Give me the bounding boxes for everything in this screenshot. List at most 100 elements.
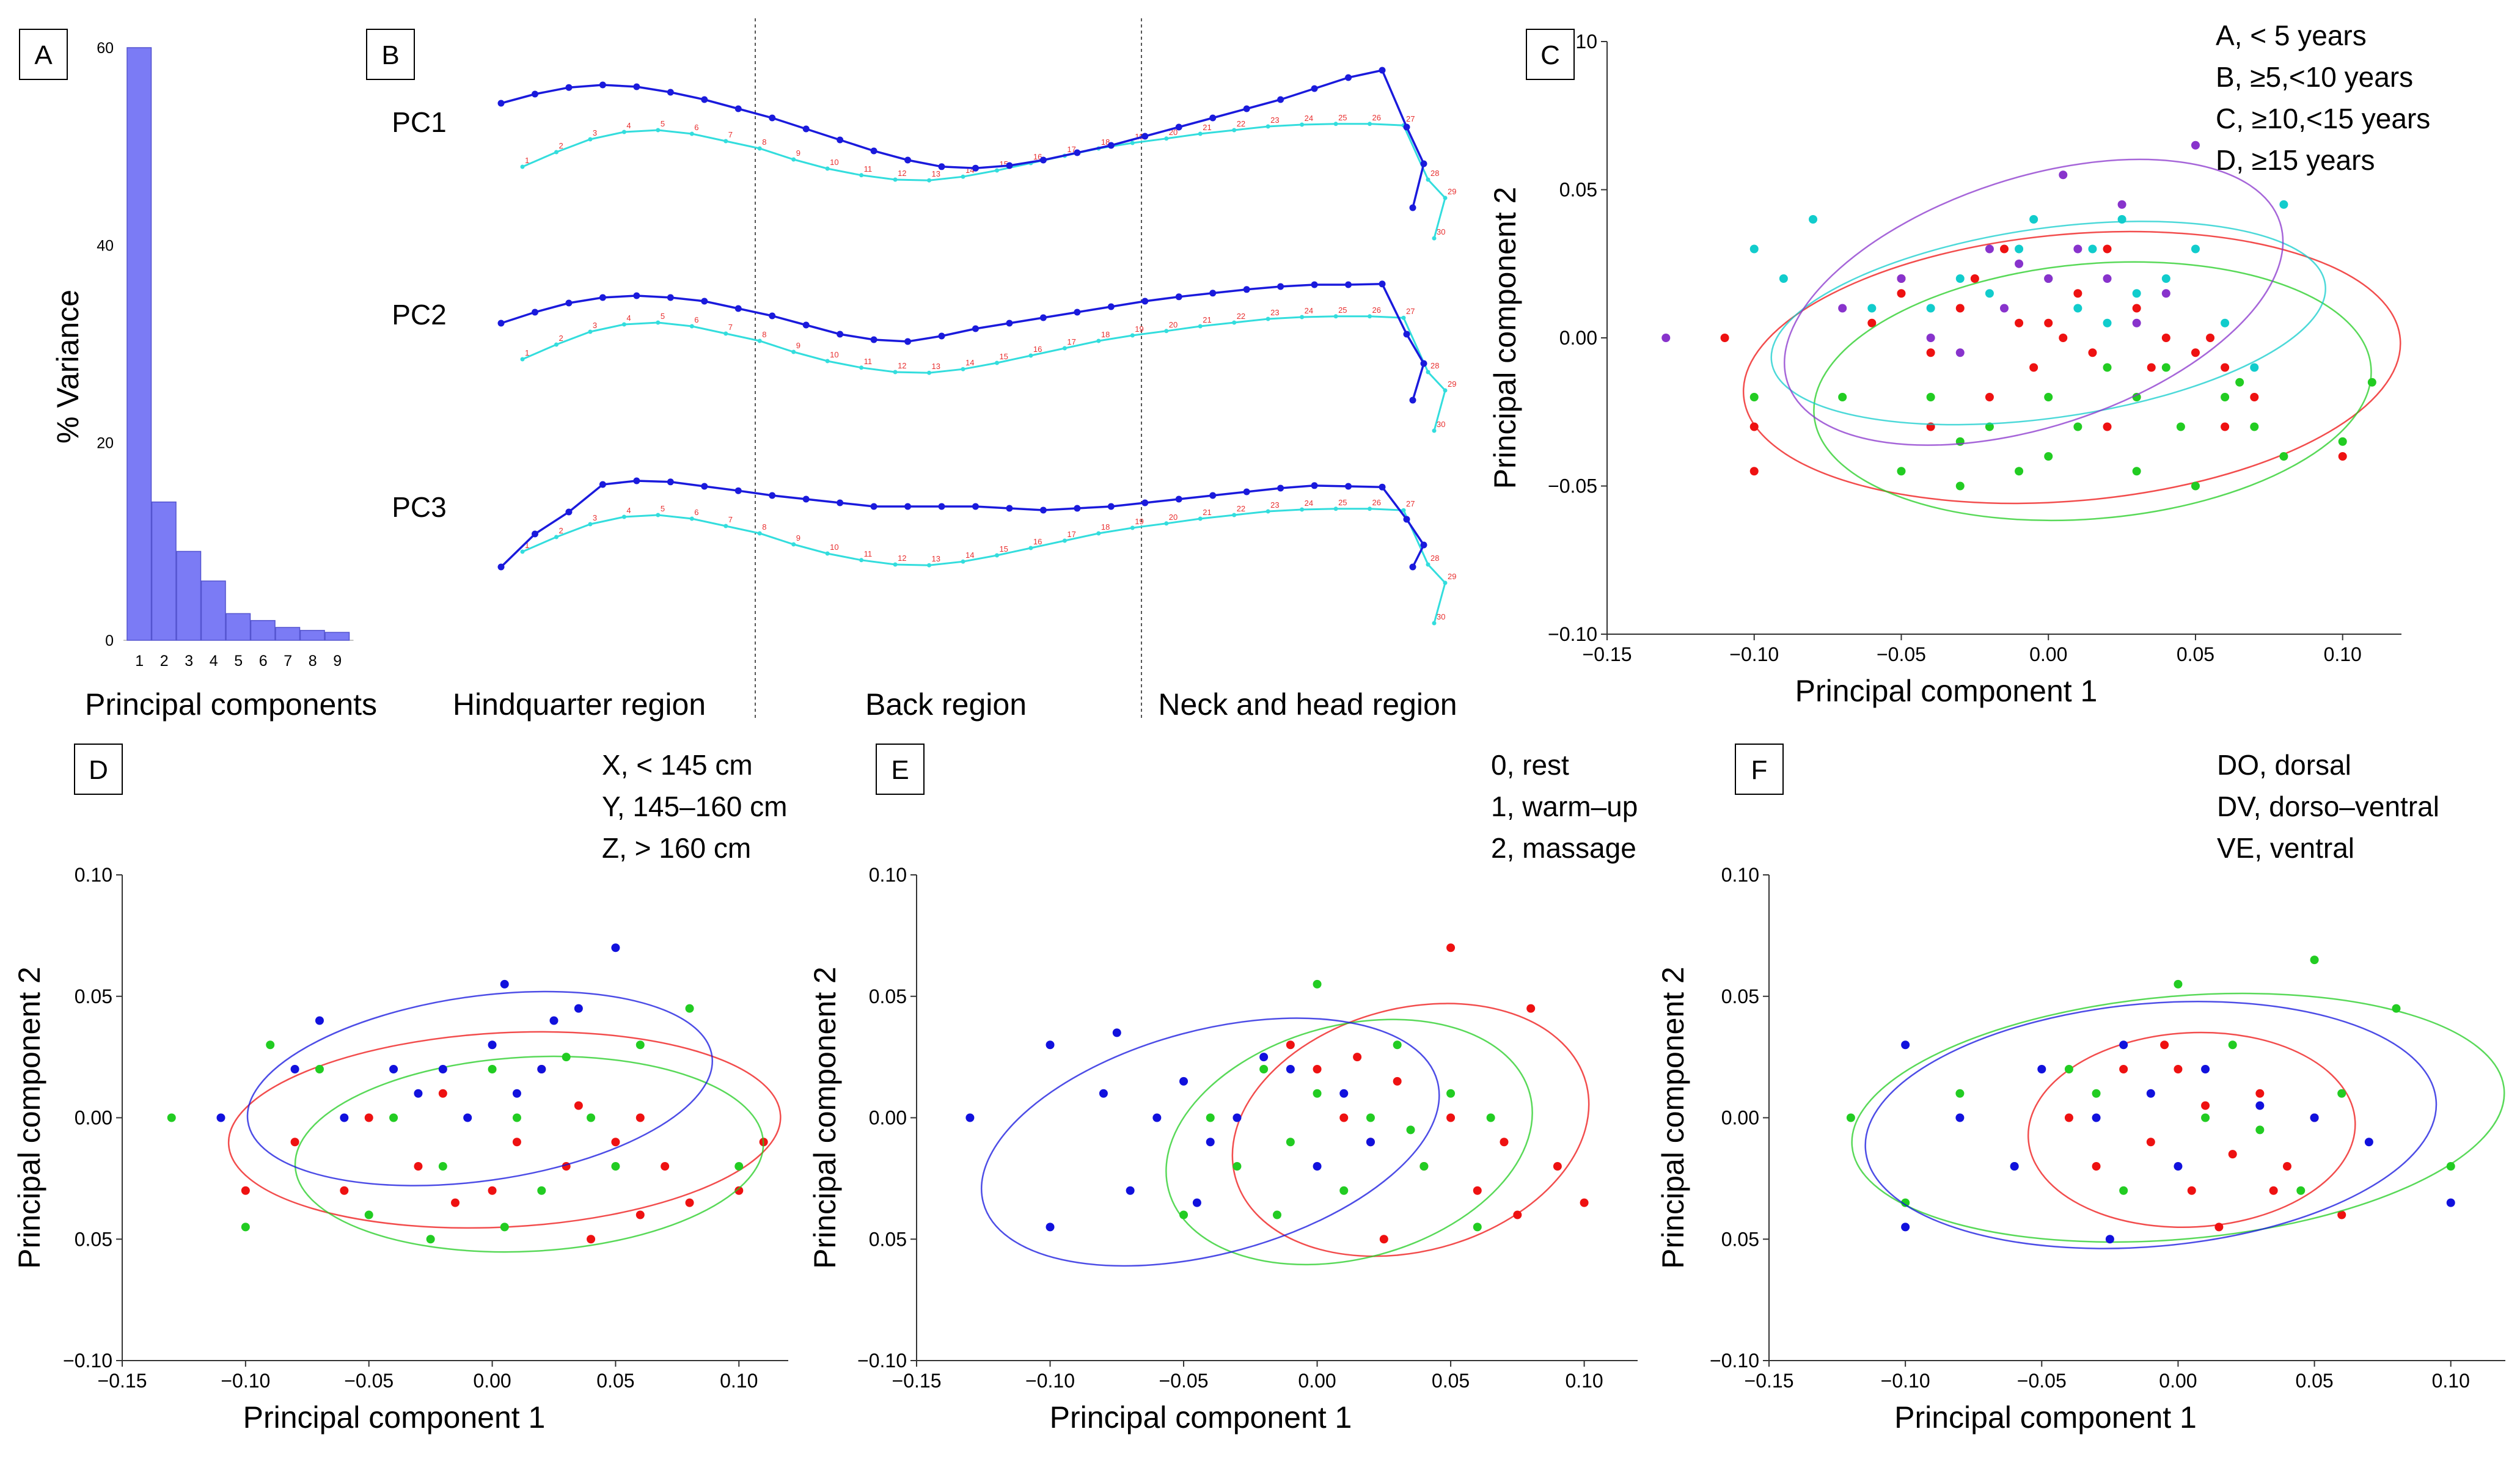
data-point bbox=[2088, 348, 2097, 357]
landmark-number: 7 bbox=[728, 130, 733, 139]
data-point bbox=[414, 1162, 423, 1171]
mean-shape-point bbox=[689, 324, 694, 329]
extreme-shape-point bbox=[1039, 506, 1047, 514]
extreme-shape-point bbox=[1243, 286, 1250, 293]
extreme-shape-point bbox=[1420, 541, 1427, 549]
data-point bbox=[2250, 422, 2259, 431]
bar bbox=[176, 550, 202, 641]
extreme-shape-point bbox=[1409, 204, 1416, 211]
data-point bbox=[512, 1138, 521, 1147]
extreme-shape-point bbox=[1006, 505, 1013, 512]
data-point bbox=[315, 1065, 324, 1073]
legend-entry: X, < 145 cm bbox=[602, 749, 753, 781]
panel-letter: B bbox=[381, 40, 399, 70]
extreme-shape-point bbox=[701, 483, 708, 490]
data-point bbox=[290, 1138, 299, 1147]
mean-shape-point bbox=[1432, 621, 1437, 626]
mean-shape-point bbox=[1164, 136, 1169, 141]
data-point bbox=[1446, 943, 1456, 952]
data-point bbox=[2201, 1113, 2210, 1122]
landmark-number: 7 bbox=[728, 323, 733, 332]
landmark-number: 8 bbox=[762, 522, 766, 532]
extreme-shape-point bbox=[904, 338, 912, 345]
x-tick-label: 0.10 bbox=[720, 1370, 758, 1392]
data-point bbox=[611, 1138, 620, 1147]
x-tick-label: 0.10 bbox=[2324, 643, 2362, 665]
landmark-number: 8 bbox=[762, 137, 766, 147]
data-point bbox=[2103, 363, 2112, 372]
data-point bbox=[2310, 1113, 2319, 1122]
mean-shape-point bbox=[791, 349, 796, 354]
landmark-number: 9 bbox=[796, 148, 800, 158]
data-point bbox=[2044, 274, 2053, 283]
x-tick-label: 9 bbox=[333, 652, 342, 670]
data-point bbox=[1897, 289, 1906, 298]
mean-shape-point bbox=[994, 360, 999, 365]
extreme-shape-point bbox=[1277, 484, 1284, 492]
panel-label-box bbox=[1735, 744, 1784, 795]
landmark-number: 8 bbox=[762, 330, 766, 339]
mean-shape-point bbox=[689, 516, 694, 521]
mean-shape-point bbox=[554, 535, 559, 539]
data-point bbox=[2338, 437, 2347, 446]
x-tick-label: −0.15 bbox=[1745, 1370, 1794, 1392]
data-point bbox=[635, 1113, 645, 1122]
landmark-number: 3 bbox=[593, 513, 597, 522]
extreme-shape-point bbox=[1311, 281, 1318, 288]
mean-shape-point bbox=[1432, 428, 1437, 433]
extreme-shape-point bbox=[531, 90, 538, 98]
legend-entry: Y, 145–160 cm bbox=[602, 791, 788, 822]
panel-letter: C bbox=[1540, 40, 1560, 70]
mean-shape-point bbox=[1130, 333, 1135, 338]
mean-shape-point bbox=[757, 146, 762, 151]
series-red bbox=[227, 1031, 782, 1244]
data-point bbox=[1985, 244, 1994, 254]
data-point bbox=[1897, 274, 1906, 283]
landmark-number: 5 bbox=[661, 504, 665, 513]
data-point bbox=[2228, 1040, 2237, 1050]
data-point bbox=[2392, 1004, 2401, 1013]
landmark-number: 23 bbox=[1270, 308, 1279, 317]
mean-shape-point bbox=[994, 553, 999, 558]
series-green bbox=[167, 1004, 764, 1253]
data-point bbox=[1985, 393, 1994, 401]
landmark-number: 1 bbox=[525, 348, 529, 357]
data-point bbox=[2105, 1235, 2114, 1244]
data-point bbox=[2103, 244, 2112, 254]
data-point bbox=[1393, 1076, 1402, 1086]
data-point bbox=[1419, 1162, 1429, 1171]
data-point bbox=[1099, 1089, 1108, 1098]
data-point bbox=[2201, 1101, 2210, 1110]
data-point bbox=[1206, 1113, 1215, 1122]
landmark-number: 21 bbox=[1203, 315, 1211, 324]
data-point bbox=[1901, 1040, 1910, 1050]
data-point bbox=[1406, 1125, 1415, 1135]
bar bbox=[250, 620, 276, 641]
landmark-number: 12 bbox=[898, 361, 906, 370]
confidence-ellipse bbox=[294, 1055, 764, 1253]
mean-shape-point bbox=[520, 357, 525, 362]
data-point bbox=[1233, 1113, 1242, 1122]
data-point bbox=[549, 1016, 559, 1025]
x-tick-label: 0.00 bbox=[2159, 1370, 2197, 1392]
mean-shape-point bbox=[1333, 506, 1338, 511]
data-point bbox=[1313, 1162, 1322, 1171]
y-tick-label: 0.10 bbox=[1721, 864, 1759, 886]
extreme-shape-point bbox=[734, 487, 742, 494]
data-point bbox=[389, 1113, 398, 1122]
mean-shape-point bbox=[859, 173, 864, 178]
extreme-shape-point bbox=[904, 503, 912, 510]
confidence-ellipse bbox=[1742, 230, 2401, 505]
data-point bbox=[1473, 1186, 1482, 1195]
landmark-number: 24 bbox=[1305, 114, 1313, 123]
data-point bbox=[2255, 1125, 2265, 1135]
y-tick-label: −0.10 bbox=[857, 1350, 907, 1372]
landmark-number: 13 bbox=[932, 362, 940, 371]
panel-d-scatter: −0.15 −0.10 −0.05 0.00 0.05 0.10−0.100.050.00… bbox=[12, 749, 788, 1435]
mean-shape-point bbox=[757, 338, 762, 343]
data-point bbox=[1897, 467, 1906, 476]
data-point bbox=[1749, 467, 1759, 476]
data-point bbox=[1513, 1210, 1522, 1219]
landmark-number: 6 bbox=[694, 508, 698, 517]
